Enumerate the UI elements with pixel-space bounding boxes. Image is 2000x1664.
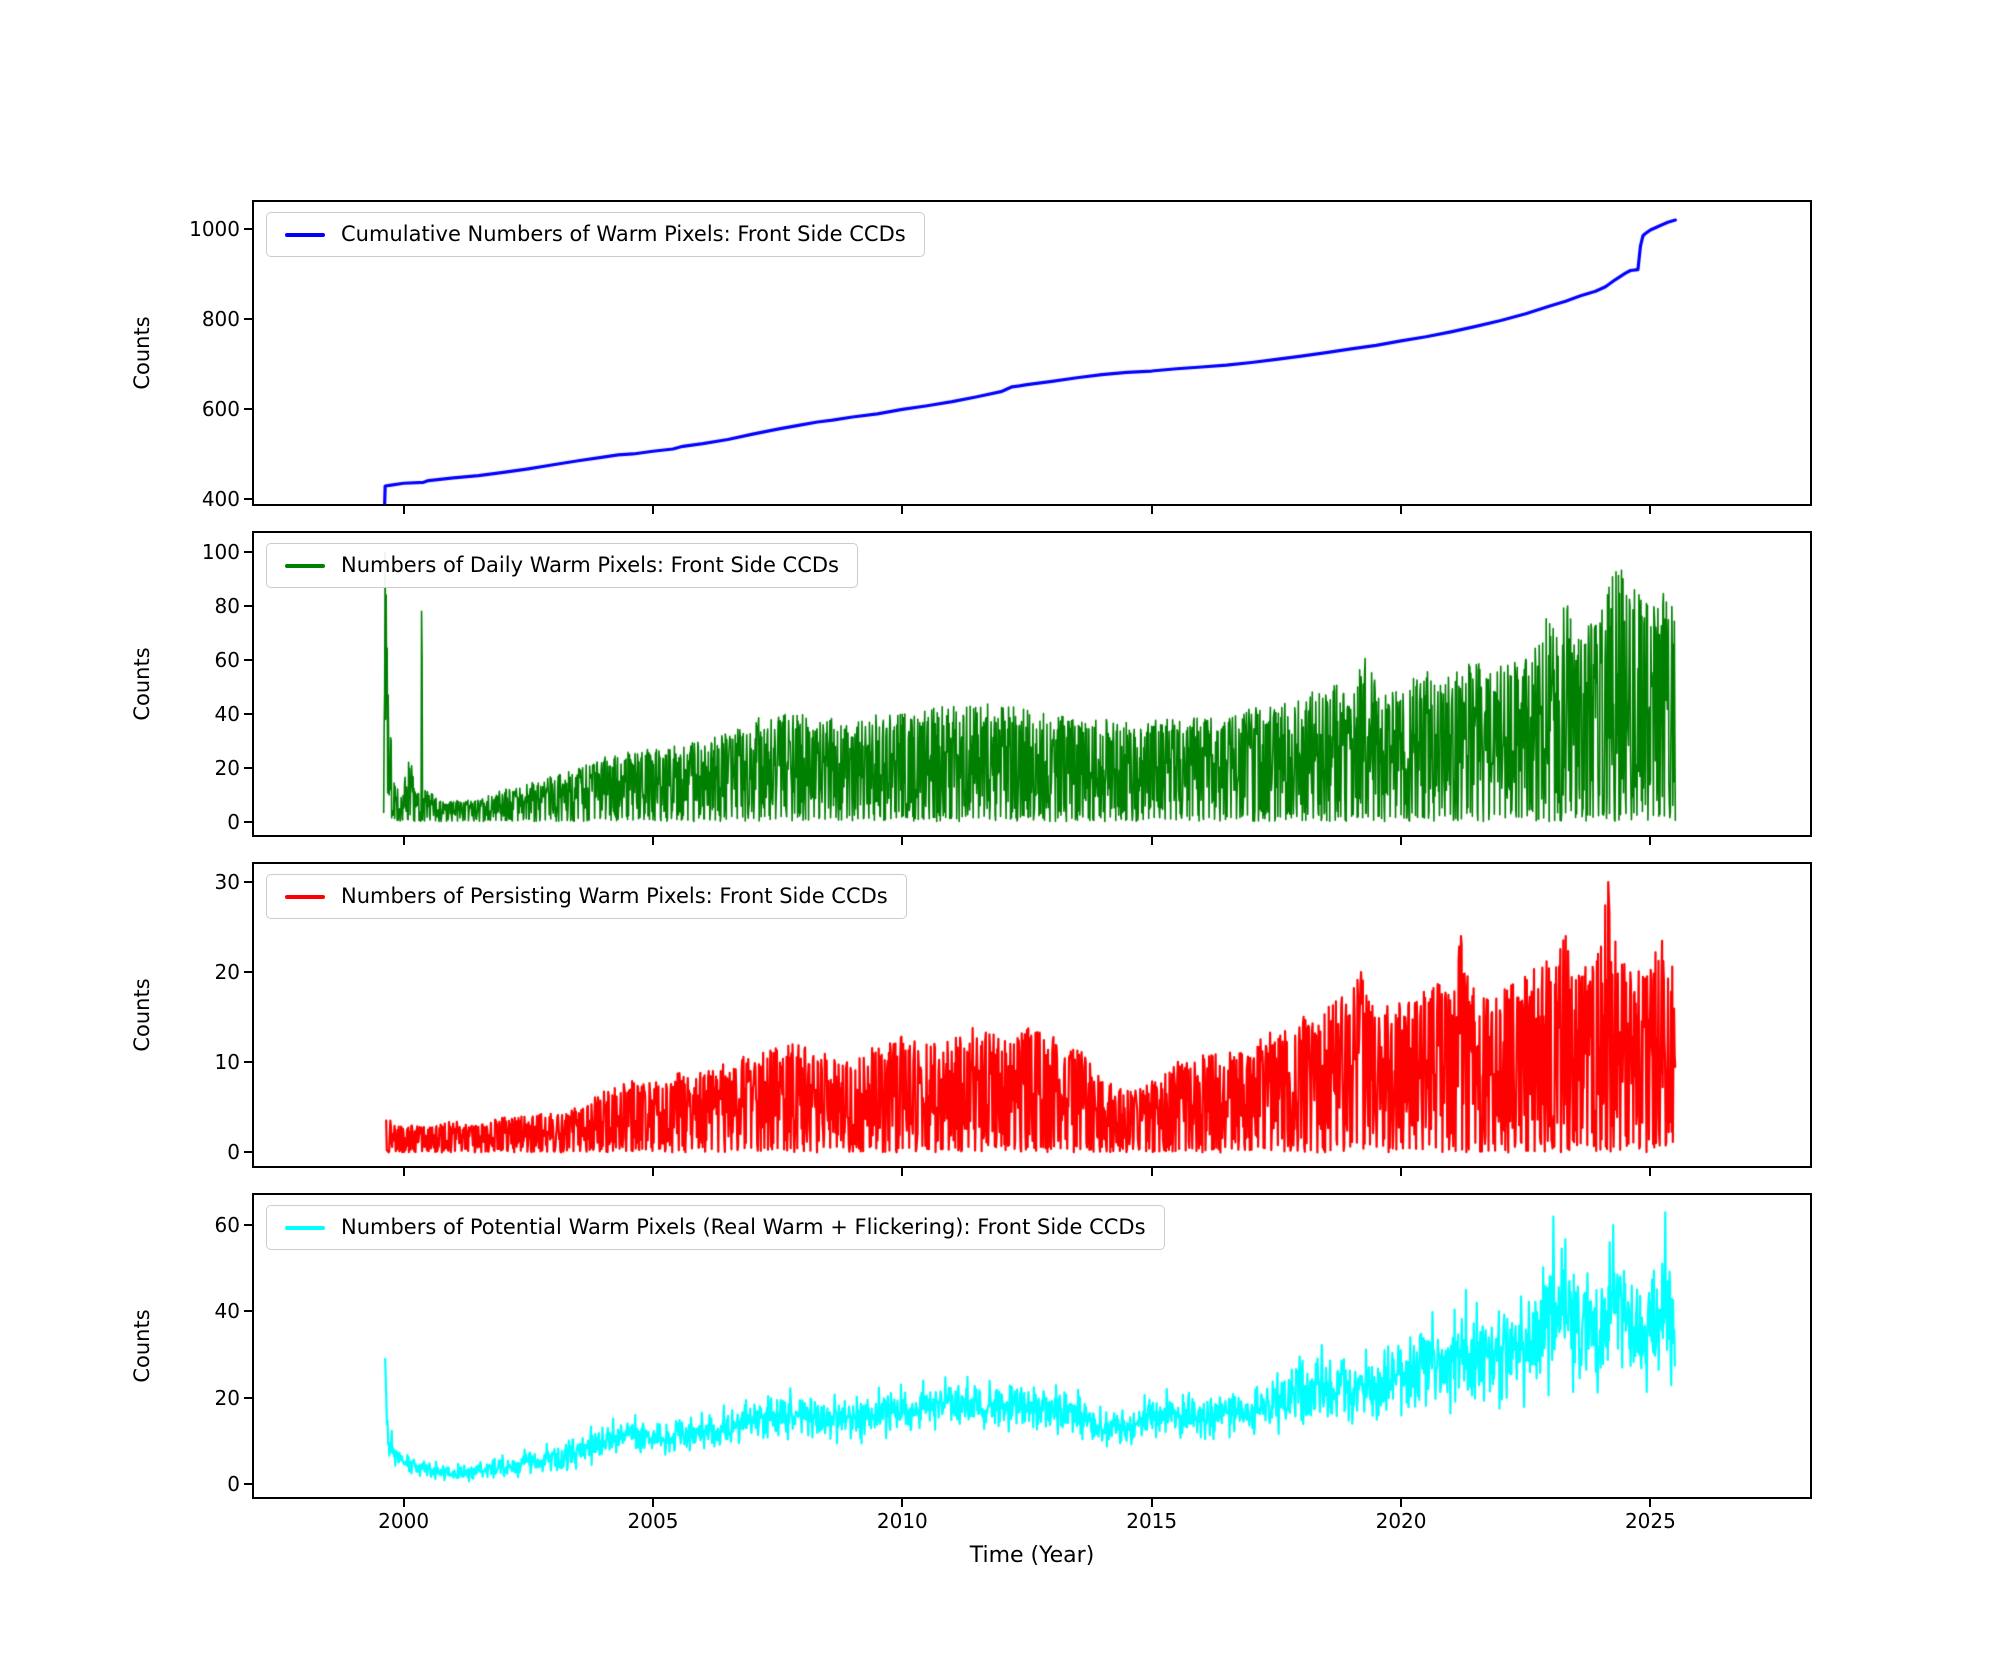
x-tick-label: 2005 (627, 1509, 679, 1533)
x-tick-label: 2000 (378, 1509, 430, 1533)
legend-label: Numbers of Persisting Warm Pixels: Front… (341, 884, 888, 908)
y-tick-mark (244, 766, 252, 769)
y-tick-label: 0 (227, 1140, 240, 1165)
y-tick-mark (244, 820, 252, 823)
y-tick-mark (244, 228, 252, 231)
panel-cumulative: Counts Cumulative Numbers of Warm Pixels… (130, 200, 1812, 514)
y-tick-mark (244, 658, 252, 661)
y-tick-label: 80 (214, 593, 240, 618)
y-tick-label: 800 (201, 307, 240, 332)
x-tick-mark (901, 1499, 904, 1507)
y-tick-mark (244, 712, 252, 715)
legend: Numbers of Persisting Warm Pixels: Front… (266, 874, 907, 920)
x-tick-mark (651, 837, 654, 845)
x-tick-mark (1150, 506, 1153, 514)
legend-line-swatch (285, 1225, 325, 1230)
legend-line-swatch (285, 563, 325, 568)
x-tick-mark (901, 837, 904, 845)
y-axis-label: Counts (130, 647, 154, 721)
y-tick-mark (244, 408, 252, 411)
x-tick-mark (402, 506, 405, 514)
y-tick-mark (244, 550, 252, 553)
x-axis-label: Time (Year) (969, 1543, 1095, 1568)
x-tick-mark (1150, 837, 1153, 845)
legend-line-swatch (285, 894, 325, 899)
y-tick-label: 20 (214, 960, 240, 985)
y-tick-mark (244, 881, 252, 884)
x-tick-mark (651, 1499, 654, 1507)
x-tick-mark (402, 1499, 405, 1507)
x-tick-label: 2025 (1624, 1509, 1676, 1533)
x-tick-mark (1400, 506, 1403, 514)
y-tick-mark (244, 318, 252, 321)
y-tick-label: 100 (201, 539, 240, 564)
y-axis-label: Counts (130, 316, 154, 390)
y-tick-label: 20 (214, 1385, 240, 1410)
x-tick-mark (651, 1168, 654, 1176)
x-tick-mark (901, 506, 904, 514)
y-tick-label: 0 (227, 1472, 240, 1497)
x-tick-mark (402, 1168, 405, 1176)
legend: Numbers of Daily Warm Pixels: Front Side… (266, 543, 858, 589)
y-tick-label: 30 (214, 870, 240, 895)
y-tick-mark (244, 604, 252, 607)
y-tick-label: 60 (214, 1213, 240, 1238)
y-tick-label: 600 (201, 397, 240, 422)
x-tick-label: 2020 (1375, 1509, 1427, 1533)
x-tick-mark (402, 837, 405, 845)
x-tick-mark (1400, 837, 1403, 845)
panel-potential: Counts Numbers of Potential Warm Pixels … (130, 1193, 1812, 1568)
y-tick-label: 1000 (189, 217, 240, 242)
y-tick-label: 400 (201, 487, 240, 512)
x-tick-label: 2015 (1126, 1509, 1178, 1533)
y-tick-label: 20 (214, 755, 240, 780)
y-tick-mark (244, 971, 252, 974)
legend-line-swatch (285, 232, 325, 237)
x-tick-mark (1150, 1168, 1153, 1176)
x-tick-label: 2010 (876, 1509, 928, 1533)
y-tick-mark (244, 1061, 252, 1064)
y-tick-label: 10 (214, 1050, 240, 1075)
x-tick-mark (1400, 1499, 1403, 1507)
panel-persisting: Counts Numbers of Persisting Warm Pixels… (130, 862, 1812, 1176)
x-tick-mark (1150, 1499, 1153, 1507)
y-tick-label: 0 (227, 809, 240, 834)
legend: Numbers of Potential Warm Pixels (Real W… (266, 1205, 1165, 1251)
legend-label: Cumulative Numbers of Warm Pixels: Front… (341, 222, 906, 246)
x-tick-mark (1649, 506, 1652, 514)
y-tick-label: 40 (214, 1299, 240, 1324)
legend-label: Numbers of Potential Warm Pixels (Real W… (341, 1215, 1146, 1239)
legend-label: Numbers of Daily Warm Pixels: Front Side… (341, 553, 839, 577)
y-tick-label: 40 (214, 701, 240, 726)
x-tick-mark (1649, 1168, 1652, 1176)
y-tick-mark (244, 1224, 252, 1227)
x-tick-mark (901, 1168, 904, 1176)
y-axis-label: Counts (130, 1309, 154, 1383)
y-tick-mark (244, 1151, 252, 1154)
x-tick-mark (651, 506, 654, 514)
y-tick-mark (244, 1483, 252, 1486)
y-tick-mark (244, 1396, 252, 1399)
legend: Cumulative Numbers of Warm Pixels: Front… (266, 212, 925, 258)
y-tick-mark (244, 498, 252, 501)
y-tick-mark (244, 1310, 252, 1313)
x-tick-mark (1649, 1499, 1652, 1507)
y-tick-label: 60 (214, 647, 240, 672)
x-tick-mark (1400, 1168, 1403, 1176)
x-tick-mark (1649, 837, 1652, 845)
y-axis-label: Counts (130, 978, 154, 1052)
panel-daily: Counts Numbers of Daily Warm Pixels: Fro… (130, 531, 1812, 845)
